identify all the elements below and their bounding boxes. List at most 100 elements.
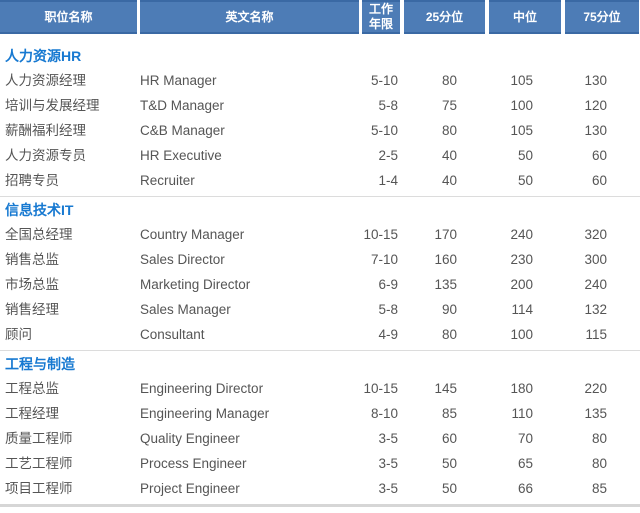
- table-row: 招聘专员 Recruiter 1-4 40 50 60: [0, 168, 640, 193]
- cell-position_cn: 顾问: [5, 327, 32, 342]
- cell-position_en: T&D Manager: [140, 98, 225, 113]
- cell-position_en: Country Manager: [140, 227, 245, 242]
- cell-p75: 300: [584, 252, 607, 267]
- cell-median: 200: [510, 277, 533, 292]
- section-title: 信息技术IT: [5, 202, 74, 218]
- cell-median: 230: [510, 252, 533, 267]
- cell-position_en: Project Engineer: [140, 481, 240, 496]
- table-section: 工程与制造 工程总监 Engineering Director 10-15 145 180…: [0, 352, 640, 507]
- cell-p75: 80: [591, 456, 607, 471]
- cell-position_cn: 市场总监: [5, 277, 59, 292]
- cell-position_en: Process Engineer: [140, 456, 247, 471]
- cell-median: 240: [510, 227, 533, 242]
- column-header-years: 工作年限: [362, 0, 400, 34]
- cell-p25: 40: [441, 148, 457, 163]
- cell-position_cn: 工艺工程师: [5, 456, 73, 471]
- table-row: 培训与发展经理 T&D Manager 5-8 75 100 120: [0, 93, 640, 118]
- cell-years: 8-10: [370, 406, 398, 421]
- cell-p75: 220: [584, 381, 607, 396]
- table-row: 项目工程师 Project Engineer 3-5 50 66 85: [0, 476, 640, 501]
- table-row: 薪酬福利经理 C&B Manager 5-10 80 105 130: [0, 118, 640, 143]
- table-body: 人力资源HR 人力资源经理 HR Manager 5-10 80 105 130 培训与发展经…: [0, 44, 640, 507]
- cell-position_en: Sales Manager: [140, 302, 231, 317]
- cell-median: 180: [510, 381, 533, 396]
- cell-years: 5-8: [378, 302, 398, 317]
- cell-p25: 80: [441, 73, 457, 88]
- cell-position_cn: 质量工程师: [5, 431, 73, 446]
- column-header-position_en: 英文名称: [140, 0, 359, 34]
- cell-position_cn: 工程总监: [5, 381, 59, 396]
- table-row: 工艺工程师 Process Engineer 3-5 50 65 80: [0, 451, 640, 476]
- table-row: 工程总监 Engineering Director 10-15 145 180 220: [0, 376, 640, 401]
- cell-median: 100: [510, 98, 533, 113]
- cell-p25: 50: [441, 481, 457, 496]
- column-header-p75: 75分位: [565, 0, 639, 34]
- column-header-median: 中位: [489, 0, 561, 34]
- cell-years: 5-10: [370, 73, 398, 88]
- cell-position_en: Marketing Director: [140, 277, 251, 292]
- cell-p75: 135: [584, 406, 607, 421]
- cell-position_en: C&B Manager: [140, 123, 225, 138]
- cell-position_cn: 销售总监: [5, 252, 59, 267]
- cell-years: 5-10: [370, 123, 398, 138]
- cell-years: 10-15: [363, 227, 398, 242]
- cell-position_cn: 培训与发展经理: [5, 98, 100, 113]
- cell-p75: 60: [591, 173, 607, 188]
- table-row: 销售总监 Sales Director 7-10 160 230 300: [0, 247, 640, 272]
- cell-years: 5-8: [378, 98, 398, 113]
- table-row: 工程经理 Engineering Manager 8-10 85 110 135: [0, 401, 640, 426]
- cell-p25: 60: [441, 431, 457, 446]
- cell-position_en: Consultant: [140, 327, 205, 342]
- cell-p25: 170: [434, 227, 457, 242]
- table-row: 顾问 Consultant 4-9 80 100 115: [0, 322, 640, 347]
- cell-position_cn: 全国总经理: [5, 227, 73, 242]
- cell-p25: 145: [434, 381, 457, 396]
- cell-median: 65: [517, 456, 533, 471]
- table-section: 信息技术IT 全国总经理 Country Manager 10-15 170 240 320…: [0, 198, 640, 351]
- cell-years: 3-5: [378, 456, 398, 471]
- cell-position_en: Recruiter: [140, 173, 195, 188]
- cell-position_cn: 人力资源专员: [5, 148, 86, 163]
- cell-p25: 135: [434, 277, 457, 292]
- table-row: 全国总经理 Country Manager 10-15 170 240 320: [0, 222, 640, 247]
- cell-position_en: HR Executive: [140, 148, 222, 163]
- cell-median: 105: [510, 73, 533, 88]
- cell-position_cn: 人力资源经理: [5, 73, 86, 88]
- cell-p75: 130: [584, 123, 607, 138]
- cell-position_en: Quality Engineer: [140, 431, 240, 446]
- cell-p25: 75: [441, 98, 457, 113]
- cell-years: 3-5: [378, 481, 398, 496]
- cell-median: 100: [510, 327, 533, 342]
- cell-p25: 80: [441, 123, 457, 138]
- cell-p75: 320: [584, 227, 607, 242]
- cell-p75: 115: [585, 327, 607, 342]
- cell-position_en: Engineering Manager: [140, 406, 270, 421]
- cell-p75: 132: [584, 302, 607, 317]
- cell-median: 70: [517, 431, 533, 446]
- cell-p25: 85: [441, 406, 457, 421]
- table-row: 市场总监 Marketing Director 6-9 135 200 240: [0, 272, 640, 297]
- cell-position_en: Engineering Director: [140, 381, 264, 396]
- cell-position_cn: 招聘专员: [5, 173, 59, 188]
- table-row: 销售经理 Sales Manager 5-8 90 114 132: [0, 297, 640, 322]
- cell-median: 50: [517, 148, 533, 163]
- cell-position_en: HR Manager: [140, 73, 217, 88]
- cell-p75: 60: [591, 148, 607, 163]
- cell-p75: 130: [584, 73, 607, 88]
- cell-years: 4-9: [378, 327, 398, 342]
- cell-median: 114: [511, 302, 533, 317]
- cell-median: 66: [517, 481, 533, 496]
- cell-years: 3-5: [378, 431, 398, 446]
- cell-position_cn: 项目工程师: [5, 481, 73, 496]
- table-row: 人力资源经理 HR Manager 5-10 80 105 130: [0, 68, 640, 93]
- cell-median: 50: [517, 173, 533, 188]
- cell-median: 110: [511, 406, 533, 421]
- table-row: 质量工程师 Quality Engineer 3-5 60 70 80: [0, 426, 640, 451]
- cell-position_en: Sales Director: [140, 252, 225, 267]
- column-header-position_cn: 职位名称: [0, 0, 137, 34]
- cell-position_cn: 销售经理: [5, 302, 59, 317]
- cell-p75: 80: [591, 431, 607, 446]
- cell-p25: 160: [434, 252, 457, 267]
- cell-years: 7-10: [370, 252, 398, 267]
